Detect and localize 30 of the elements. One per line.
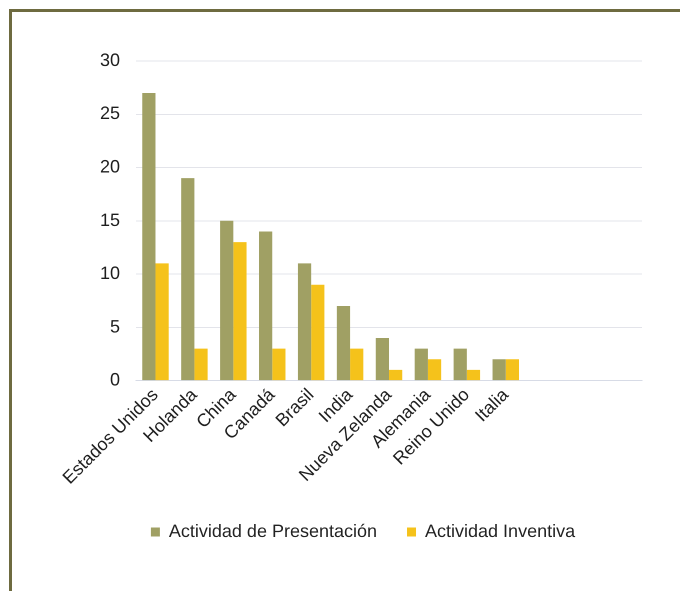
bar bbox=[233, 242, 247, 380]
bar bbox=[350, 348, 364, 380]
bar bbox=[492, 359, 506, 380]
bar bbox=[311, 284, 324, 380]
bar bbox=[220, 220, 234, 380]
bar bbox=[389, 370, 402, 380]
y-tick-label: 0 bbox=[110, 370, 120, 390]
legend-label: Actividad de Presentación bbox=[168, 520, 378, 541]
y-tick-label: 25 bbox=[100, 103, 120, 124]
bar bbox=[428, 359, 442, 380]
bar bbox=[466, 370, 480, 380]
bar bbox=[336, 306, 350, 380]
y-tick-label: 5 bbox=[110, 316, 120, 336]
bar bbox=[272, 348, 286, 380]
legend-label: Actividad Inventiva bbox=[425, 520, 576, 541]
bar bbox=[506, 359, 520, 380]
bar bbox=[298, 263, 312, 380]
y-tick-label: 20 bbox=[100, 156, 120, 176]
bar bbox=[155, 263, 169, 380]
bar bbox=[259, 231, 272, 380]
bar bbox=[194, 348, 208, 380]
bar bbox=[142, 92, 156, 380]
bar bbox=[454, 348, 467, 380]
y-tick-label: 10 bbox=[100, 263, 120, 284]
y-tick-label: 30 bbox=[100, 50, 120, 70]
bar bbox=[376, 338, 390, 380]
bar bbox=[181, 178, 194, 380]
x-tick-label: Italia bbox=[471, 384, 513, 426]
y-tick-label: 15 bbox=[100, 210, 120, 230]
bar bbox=[414, 348, 428, 380]
